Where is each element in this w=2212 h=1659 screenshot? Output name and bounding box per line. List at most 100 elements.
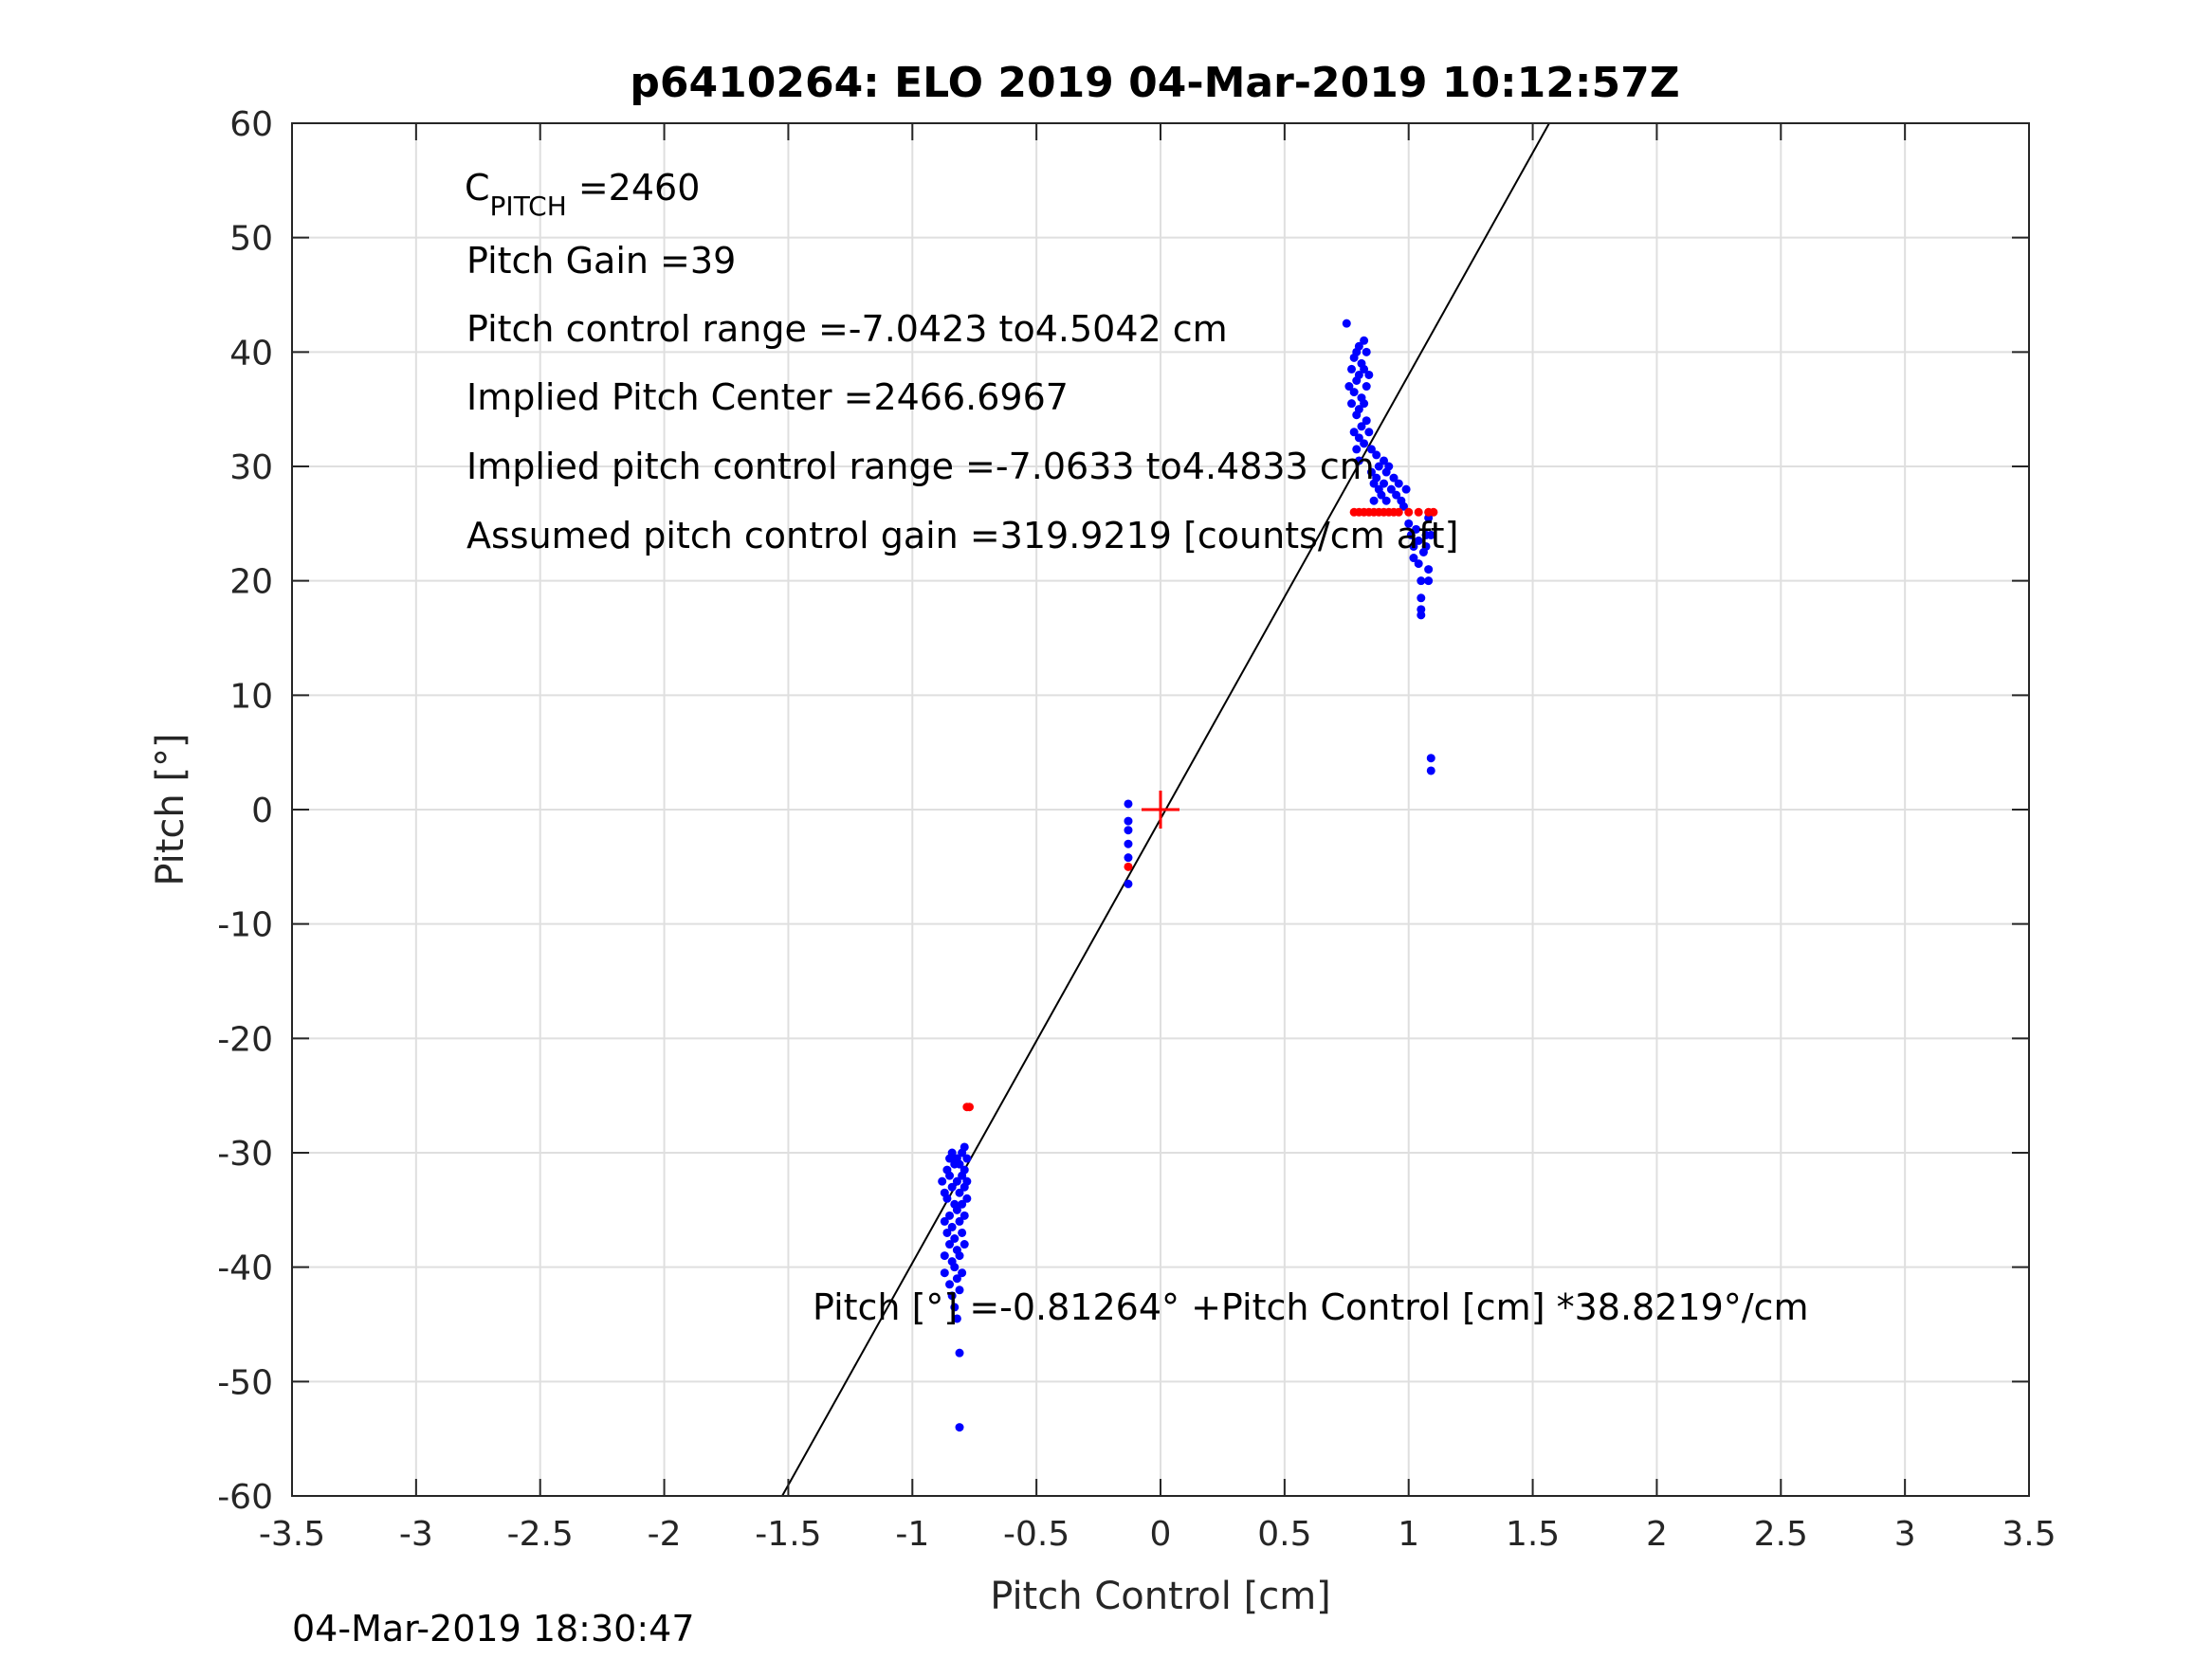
data-point (1124, 862, 1133, 871)
y-tick-label: 40 (229, 334, 273, 373)
data-point (952, 1205, 961, 1214)
data-point (955, 1285, 964, 1295)
data-point (1414, 507, 1423, 517)
data-point (1424, 565, 1434, 574)
data-point (1394, 507, 1403, 517)
data-point (955, 1348, 964, 1358)
x-tick-labels: -3.5 -3 -2.5 -2 -1.5 -1 -0.5 0 0.5 1 1.5 2 2.5 3 3.5 (259, 1515, 2057, 1554)
data-point (945, 1280, 955, 1289)
x-tick-label: 2.5 (1754, 1515, 1808, 1554)
data-point (1417, 611, 1426, 620)
data-point (942, 1194, 952, 1203)
tick-marks (291, 122, 2030, 1497)
center-marker (1142, 791, 1179, 829)
x-tick-label: 0.5 (1257, 1515, 1311, 1554)
y-tick-label: -10 (217, 906, 273, 945)
data-point (1366, 445, 1376, 454)
x-tick-label: -1 (895, 1515, 929, 1554)
data-point (1364, 428, 1374, 437)
data-point (1414, 536, 1423, 545)
data-point (1424, 576, 1434, 586)
x-tick-label: 2 (1646, 1515, 1668, 1554)
data-point (1360, 399, 1369, 409)
data-point (958, 1228, 967, 1237)
data-point (947, 1222, 957, 1231)
data-point (1409, 541, 1418, 551)
data-point (1409, 554, 1418, 563)
y-tick-label: -50 (217, 1363, 273, 1402)
data-point (1124, 853, 1133, 863)
grid (291, 122, 2030, 1497)
data-point (1381, 496, 1391, 505)
data-point (958, 1199, 967, 1209)
data-point (1380, 456, 1389, 465)
data-point (1384, 462, 1394, 471)
x-tick-label: 1.5 (1506, 1515, 1560, 1554)
data-point (947, 1182, 957, 1192)
x-tick-label: -3 (399, 1515, 433, 1554)
data-point (1344, 382, 1354, 392)
data-point (952, 1314, 961, 1323)
x-tick-label: -1.5 (755, 1515, 821, 1554)
data-point (960, 1240, 969, 1249)
footer-timestamp: 04-Mar-2019 18:30:47 (292, 1608, 695, 1650)
data-point (1426, 530, 1435, 539)
data-point (962, 1194, 972, 1203)
data-point (945, 1171, 955, 1180)
x-tick-label: -3.5 (259, 1515, 325, 1554)
data-point (1342, 319, 1351, 328)
data-point (1360, 336, 1369, 345)
data-point (1366, 467, 1376, 477)
data-point (1380, 479, 1389, 488)
data-point (1389, 473, 1398, 483)
data-point (1414, 559, 1423, 569)
data-point (1124, 879, 1133, 888)
y-tick-label: 10 (229, 677, 273, 716)
data-point (1354, 433, 1363, 443)
data-point (955, 1251, 964, 1261)
data-point (1369, 496, 1379, 505)
data-point (945, 1211, 955, 1220)
y-tick-label: 20 (229, 563, 273, 602)
data-point (1372, 450, 1381, 460)
y-tick-label: 30 (229, 448, 273, 487)
data-point (1357, 422, 1366, 431)
data-point (1386, 484, 1396, 494)
data-point (952, 1176, 961, 1186)
data-point (955, 1216, 964, 1226)
data-point (1354, 456, 1363, 465)
data-point (1124, 799, 1133, 809)
data-point (955, 1423, 964, 1432)
data-point (1349, 388, 1359, 397)
x-tick-label: -2 (648, 1515, 682, 1554)
data-point (1426, 754, 1435, 763)
x-tick-label: -2.5 (507, 1515, 574, 1554)
data-point (1401, 484, 1411, 494)
data-point (1124, 839, 1133, 848)
data-point (955, 1159, 964, 1169)
data-point (1404, 507, 1414, 517)
implied-range-annotation: Implied pitch control range =-7.0633 to4… (466, 446, 1375, 487)
data-point (940, 1268, 949, 1278)
data-point (1124, 826, 1133, 835)
data-point (960, 1165, 969, 1175)
y-tick-label: -40 (217, 1249, 273, 1288)
data-point (1429, 507, 1438, 517)
data-point (1377, 490, 1386, 500)
data-point (1398, 501, 1408, 511)
data-point (958, 1268, 967, 1278)
data-point (1392, 490, 1401, 500)
data-point (960, 1142, 969, 1152)
data-point (962, 1154, 972, 1163)
data-point (1354, 341, 1363, 351)
x-tick-label: -0.5 (1003, 1515, 1069, 1554)
data-point (947, 1148, 957, 1158)
data-point (945, 1240, 955, 1249)
assumed-gain-annotation: Assumed pitch control gain =319.9219 [co… (466, 515, 1458, 556)
x-tick-label: 3 (1894, 1515, 1916, 1554)
x-tick-label: 0 (1150, 1515, 1172, 1554)
y-tick-label: -60 (217, 1478, 273, 1517)
data-point (955, 1188, 964, 1197)
data-points (938, 319, 1438, 1432)
